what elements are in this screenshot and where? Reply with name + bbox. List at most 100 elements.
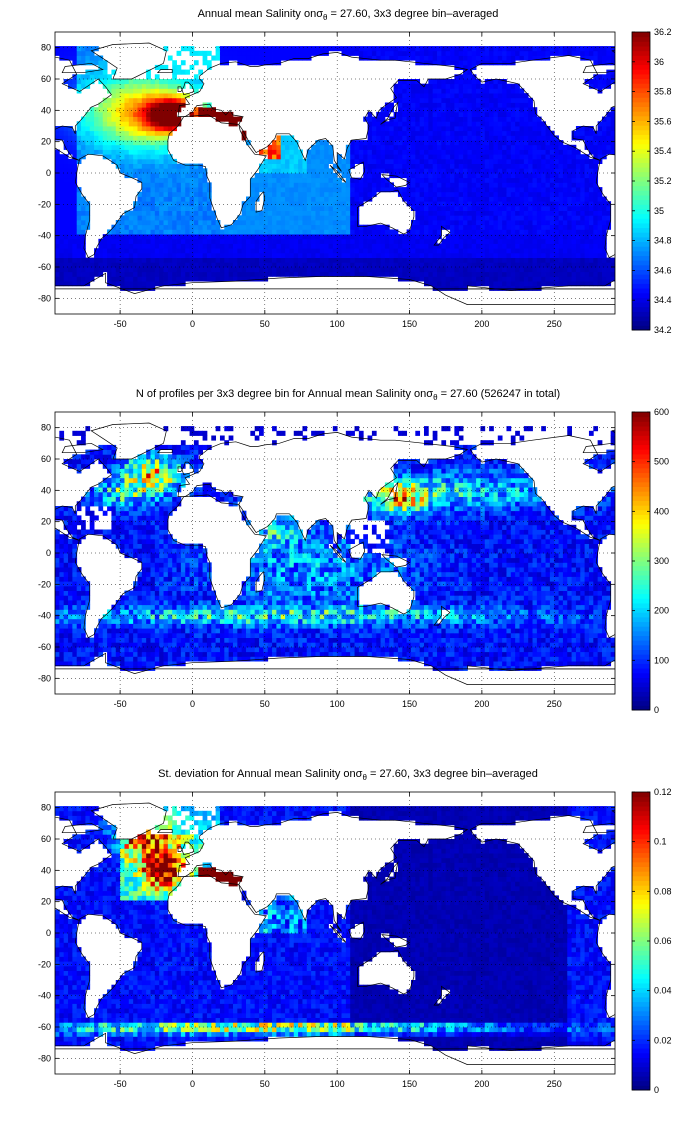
heatmap-cell — [432, 116, 438, 122]
heatmap-cell — [115, 163, 121, 169]
heatmap-cell — [237, 243, 243, 249]
heatmap-cell — [133, 224, 138, 230]
heatmap-cell — [428, 154, 434, 160]
heatmap-cell — [558, 276, 564, 282]
heatmap-cell — [558, 191, 564, 197]
heatmap-cell — [428, 248, 434, 254]
heatmap-cell — [55, 50, 60, 56]
heatmap-cell — [458, 276, 464, 282]
heatmap-cell — [189, 173, 195, 179]
heatmap-cell — [367, 126, 373, 132]
colorbar-tick-label: 35.2 — [654, 176, 672, 186]
heatmap-cell — [189, 252, 195, 258]
heatmap-cell — [510, 243, 516, 249]
heatmap-cell — [467, 187, 473, 193]
heatmap-cell — [341, 238, 347, 244]
heatmap-cell — [154, 168, 160, 174]
heatmap-cell — [276, 154, 282, 160]
heatmap-cell — [102, 121, 108, 127]
heatmap-cell — [502, 238, 507, 244]
heatmap-cell — [98, 238, 104, 244]
heatmap-cell — [528, 154, 533, 160]
heatmap-cell — [254, 55, 260, 61]
heatmap-cell — [584, 130, 590, 136]
heatmap-cell — [584, 252, 590, 258]
heatmap-cell — [76, 191, 82, 197]
heatmap-cell — [146, 267, 151, 273]
heatmap-cell — [484, 55, 490, 61]
heatmap-cell — [441, 83, 447, 89]
heatmap-cell — [59, 656, 65, 662]
heatmap-cell — [454, 121, 460, 127]
heatmap-cell — [167, 158, 173, 164]
heatmap-cell — [59, 205, 65, 211]
heatmap-cell — [185, 173, 190, 179]
heatmap-cell — [68, 257, 73, 263]
heatmap-cell — [133, 111, 138, 117]
heatmap-cell — [128, 281, 134, 287]
heatmap-cell — [180, 201, 186, 207]
heatmap-cell — [289, 234, 295, 240]
heatmap-cell — [601, 130, 607, 136]
heatmap-cell — [458, 238, 464, 244]
heatmap-cell — [241, 651, 247, 657]
heatmap-cell — [428, 252, 434, 258]
heatmap-cell — [528, 234, 533, 240]
heatmap-cell — [532, 187, 538, 193]
heatmap-cell — [571, 271, 577, 277]
heatmap-cell — [419, 182, 425, 188]
heatmap-cell — [137, 140, 143, 146]
heatmap-cell — [189, 50, 195, 56]
heatmap-cell — [146, 243, 151, 249]
heatmap-cell — [193, 163, 199, 169]
heatmap-cell — [541, 267, 546, 273]
heatmap-cell — [380, 154, 386, 160]
heatmap-cell — [115, 224, 121, 230]
heatmap-cell — [528, 656, 533, 662]
heatmap-cell — [81, 234, 86, 240]
heatmap-cell — [432, 191, 438, 197]
heatmap-cell — [484, 234, 490, 240]
heatmap-cell — [541, 158, 546, 164]
heatmap-cell — [393, 121, 399, 127]
heatmap-cell — [102, 111, 108, 117]
heatmap-cell — [59, 271, 65, 277]
heatmap-cell — [515, 281, 520, 287]
coastline — [348, 161, 366, 180]
heatmap-cell — [259, 149, 264, 155]
heatmap-cell — [536, 149, 542, 155]
heatmap-cell — [120, 234, 125, 240]
heatmap-cell — [541, 238, 546, 244]
heatmap-cell — [241, 55, 247, 61]
heatmap-cell — [393, 252, 399, 258]
heatmap-cell — [189, 234, 195, 240]
heatmap-cell — [354, 201, 360, 207]
colorbar-segment — [632, 157, 650, 163]
heatmap-cell — [545, 656, 551, 662]
heatmap-cell — [267, 271, 273, 277]
heatmap-cell — [276, 196, 282, 202]
heatmap-cell — [458, 121, 464, 127]
heatmap-cell — [72, 271, 78, 277]
heatmap-cell — [55, 168, 60, 174]
heatmap-cell — [558, 50, 564, 56]
heatmap-cell — [406, 88, 412, 94]
heatmap-cell — [341, 196, 347, 202]
heatmap-cell — [497, 55, 503, 61]
heatmap-cell — [402, 173, 408, 179]
heatmap-cell — [293, 140, 299, 146]
heatmap-cell — [519, 201, 525, 207]
heatmap-cell — [298, 248, 303, 254]
heatmap-cell — [406, 50, 412, 56]
heatmap-cell — [441, 271, 447, 277]
heatmap-cell — [567, 205, 572, 211]
heatmap-cell — [228, 50, 234, 56]
heatmap-cell — [298, 267, 303, 273]
heatmap-cell — [98, 252, 104, 258]
heatmap-cell — [454, 55, 460, 61]
heatmap-cell — [523, 154, 529, 160]
heatmap-cell — [423, 177, 429, 183]
heatmap-cell — [211, 262, 217, 268]
heatmap-cell — [506, 107, 512, 113]
heatmap-cell — [445, 257, 451, 263]
